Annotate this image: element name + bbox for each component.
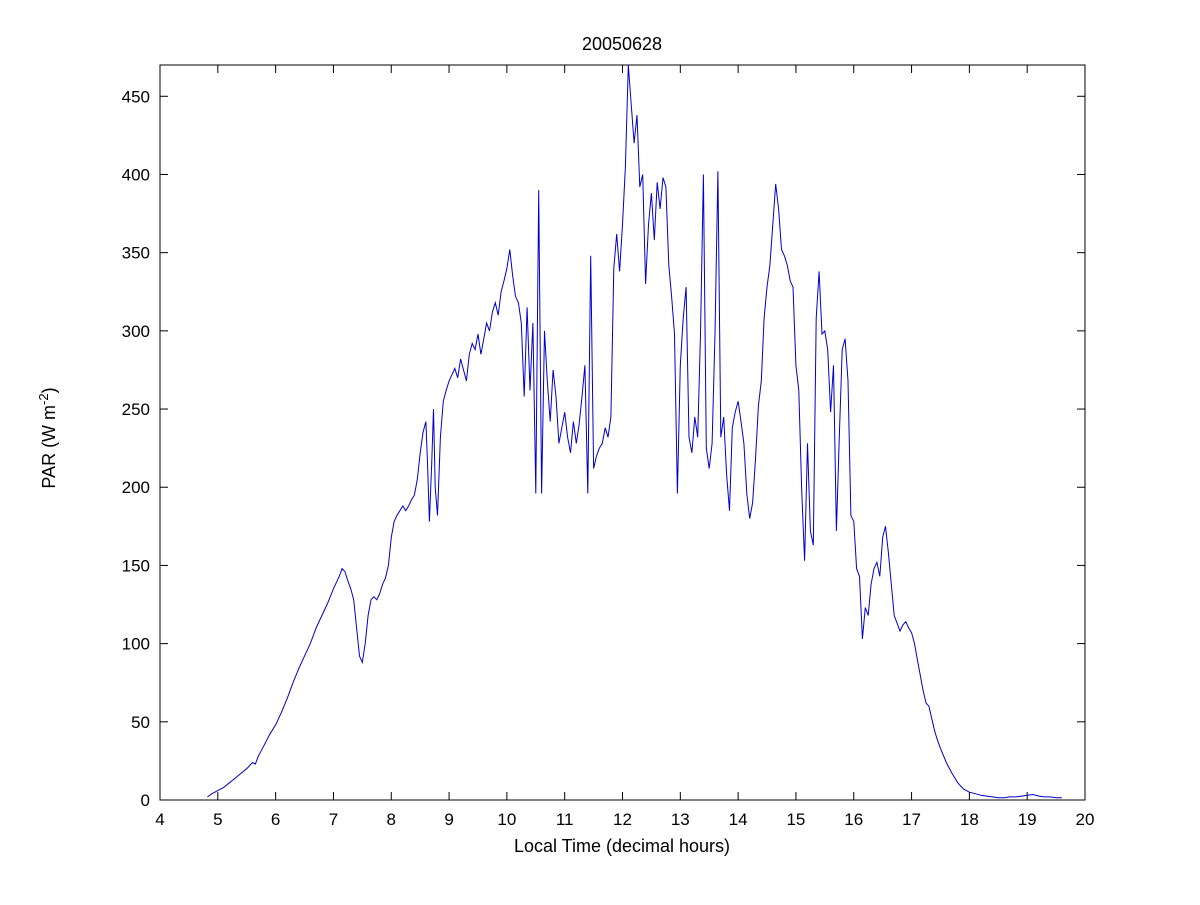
x-tick-label: 16: [844, 810, 863, 829]
y-tick-label: 200: [122, 478, 150, 497]
x-tick-label: 7: [329, 810, 338, 829]
x-tick-label: 15: [786, 810, 805, 829]
y-tick-label: 0: [141, 791, 150, 810]
y-tick-label: 150: [122, 556, 150, 575]
x-tick-label: 10: [497, 810, 516, 829]
x-tick-label: 12: [613, 810, 632, 829]
chart-title: 20050628: [582, 34, 662, 54]
x-tick-label: 8: [387, 810, 396, 829]
x-tick-label: 9: [444, 810, 453, 829]
y-tick-label: 250: [122, 400, 150, 419]
x-tick-label: 17: [902, 810, 921, 829]
y-axis-label: PAR (W m-2): [36, 387, 59, 488]
x-tick-label: 20: [1076, 810, 1095, 829]
y-tick-label: 400: [122, 165, 150, 184]
x-tick-label: 14: [729, 810, 748, 829]
x-tick-label: 18: [960, 810, 979, 829]
x-axis-label: Local Time (decimal hours): [514, 836, 730, 856]
x-tick-label: 11: [556, 810, 574, 829]
y-tick-label: 450: [122, 87, 150, 106]
x-tick-label: 4: [155, 810, 164, 829]
plot-area-group: 4 5 6 7 8 9 10 11 12 13 14 15 16 17 18 19 20050100150200…: [122, 64, 1095, 829]
y-tick-label: 100: [122, 635, 150, 654]
x-tick-label: 13: [671, 810, 690, 829]
x-tick-label: 19: [1018, 810, 1037, 829]
y-tick-label: 50: [131, 713, 150, 732]
par-line: [207, 65, 1062, 799]
x-tick-label: 6: [271, 810, 280, 829]
x-tick-label: 5: [213, 810, 222, 829]
y-tick-label: 300: [122, 322, 150, 341]
y-tick-label: 350: [122, 244, 150, 263]
plot-box: [159, 64, 1086, 801]
